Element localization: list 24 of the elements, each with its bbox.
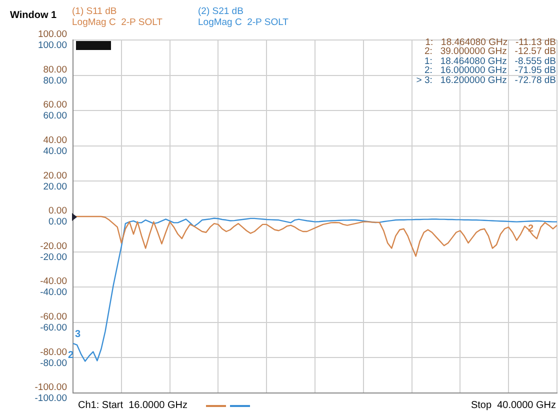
y-tick-label: 80.00 (43, 64, 67, 76)
annotation: 2: 39.000000 GHz -12.57 dB (424, 46, 556, 58)
text: LogMag C 2-P SOLT (72, 17, 162, 28)
annotation: 1: 18.464080 GHz -11.13 dB (425, 37, 556, 48)
annotation: 1: 18.464080 GHz -8.555 dB (424, 56, 556, 67)
annotation: 3 (75, 329, 81, 340)
text: LogMag C 2-P SOLT (198, 17, 288, 28)
text: Stop 40.0000 GHz (470, 400, 556, 411)
text: (1) S11 dB (72, 6, 117, 17)
y-tick-label: -80.00 (40, 346, 67, 358)
text: Ch1: Start 16.0000 GHz (78, 400, 188, 411)
annotation: 2: 16.000000 GHz -71.95 dB (424, 65, 556, 76)
y-tick-label: -60.00 (40, 312, 67, 323)
y-tick-label: 100.00 (38, 29, 67, 40)
y-tick-label: 60.00 (43, 100, 67, 111)
y-tick-label: 0.00 (48, 206, 67, 217)
annotation: > 3: 16.200000 GHz -72.78 dB (416, 74, 556, 86)
y-tick-label: 40.00 (43, 135, 67, 146)
y-tick-label: -40.00 (40, 276, 67, 288)
text: (2) S21 dB (198, 6, 244, 17)
y-tick-label: -100.00 (34, 382, 67, 394)
chart-title: Window 1 (10, 10, 57, 21)
y-tick-label: 20.00 (43, 170, 67, 182)
y-tick-label: -20.00 (40, 240, 67, 252)
